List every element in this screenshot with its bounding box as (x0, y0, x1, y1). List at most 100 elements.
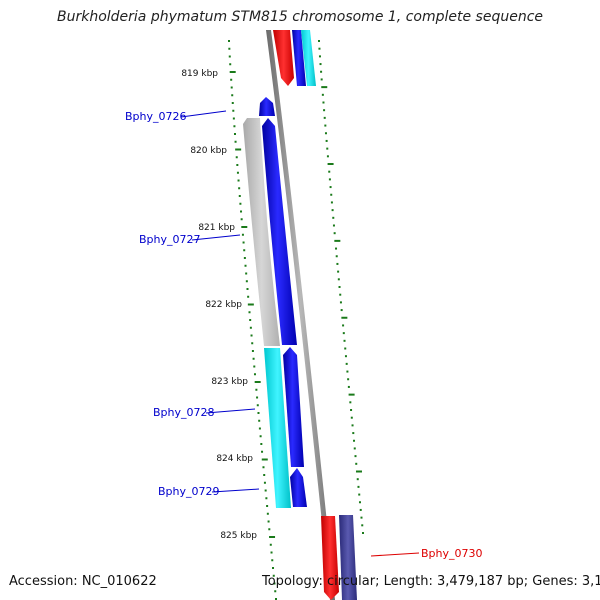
tick-dot (253, 365, 256, 368)
tick-dot (261, 450, 264, 453)
tick-dot (239, 202, 242, 205)
tick-dot (235, 148, 242, 151)
gene-feature-blue-large (262, 118, 297, 345)
tick-dot (348, 393, 355, 396)
leader-bphy-0726 (180, 110, 227, 118)
tick-dot (362, 532, 364, 534)
tick-dot (253, 373, 256, 376)
tick-dot (330, 193, 333, 196)
tick-dot (244, 264, 247, 267)
gene-feature-blue-top (292, 30, 306, 86)
tick-dot (262, 466, 265, 469)
tick-dot (230, 86, 233, 89)
leader-bphy-0727 (191, 234, 241, 241)
tick-dot (236, 164, 239, 166)
tick-dot (345, 362, 348, 365)
tick-dot (230, 78, 233, 81)
tick-dot (232, 117, 235, 120)
tick-dot (240, 218, 243, 221)
tick-dot (242, 241, 245, 244)
tick-dot (320, 70, 323, 73)
tick-dot (259, 435, 262, 438)
summary-text: Topology: circular; Length: 3,479,187 bp… (262, 574, 600, 589)
tick-dot (238, 195, 241, 197)
chromosome-backbone (266, 30, 335, 600)
leader-bphy-0729 (211, 488, 260, 493)
tick-dot (247, 303, 254, 306)
tick-dot (326, 155, 329, 158)
gene-feature-red-top (273, 30, 294, 86)
gene-feature-bphy-0729 (290, 468, 307, 507)
tick-dot (335, 247, 338, 250)
tick-dot (343, 339, 346, 342)
tick-label-825: 825 kbp (220, 531, 257, 541)
tick-dot-track (228, 40, 364, 600)
tick-dot (337, 278, 340, 281)
tick-dot (334, 239, 341, 242)
tick-dot (337, 270, 340, 273)
tick-dot (347, 378, 350, 381)
tick-label-821: 821 kbp (198, 223, 235, 233)
tick-dot (233, 125, 236, 128)
tick-dot (241, 233, 244, 236)
tick-dot (318, 47, 321, 50)
tick-dot (328, 178, 331, 181)
gene-feature-bphy-0727 (243, 118, 280, 346)
tick-dot (340, 309, 343, 312)
tick-dot (323, 116, 326, 119)
tick-dot (354, 455, 357, 458)
tick-dot (359, 508, 362, 511)
accession-text: Accession: NC_010622 (9, 574, 157, 589)
gene-link-bphy-0729[interactable]: Bphy_0729 (158, 485, 220, 498)
tick-dot (263, 481, 266, 484)
tick-dot (351, 424, 354, 427)
tick-dot (341, 316, 348, 319)
tick-dot (349, 401, 352, 404)
tick-dot (344, 347, 347, 350)
tick-dot (353, 439, 356, 442)
tick-dot (342, 332, 345, 335)
tick-dot (273, 582, 276, 585)
tick-dot (264, 489, 267, 492)
tick-dot (258, 419, 261, 422)
tick-dot (237, 179, 240, 182)
tick-dot (250, 334, 253, 337)
tick-dot (231, 102, 234, 104)
tick-dot (358, 493, 361, 496)
tick-dot (353, 447, 356, 450)
tick-dot (245, 280, 248, 283)
tick-dot (331, 209, 334, 212)
tick-dot (342, 324, 345, 327)
tick-label-820: 820 kbp (190, 146, 227, 156)
tick-dot (255, 388, 258, 391)
tick-dot (228, 40, 230, 42)
tick-dot (269, 543, 272, 546)
tick-dot (240, 210, 243, 213)
tick-dot (360, 516, 363, 519)
tick-dot (258, 427, 261, 430)
gene-link-bphy-0727[interactable]: Bphy_0727 (139, 233, 201, 246)
gene-feature-bphy-0726 (259, 97, 275, 116)
tick-dot (321, 86, 328, 89)
tick-dot (252, 357, 255, 360)
tick-dot (257, 412, 260, 414)
gene-link-bphy-0728[interactable]: Bphy_0728 (153, 406, 215, 419)
tick-dot (328, 170, 331, 173)
leader-bphy-0730 (370, 552, 420, 557)
tick-label-824: 824 kbp (216, 454, 253, 464)
tick-dot (338, 286, 341, 288)
gene-link-bphy-0726[interactable]: Bphy_0726 (125, 110, 187, 123)
tick-dot (275, 598, 277, 600)
tick-dot (266, 512, 269, 515)
tick-dot (324, 132, 327, 135)
gene-link-bphy-0730[interactable]: Bphy_0730 (421, 547, 483, 560)
tick-dot (352, 432, 355, 435)
tick-dot (358, 501, 361, 504)
tick-dot (336, 262, 339, 265)
gene-feature-navy (339, 515, 357, 600)
tick-dot (231, 94, 234, 97)
tick-dot (272, 567, 275, 569)
tick-dot (347, 385, 350, 388)
tick-dot (234, 140, 237, 143)
